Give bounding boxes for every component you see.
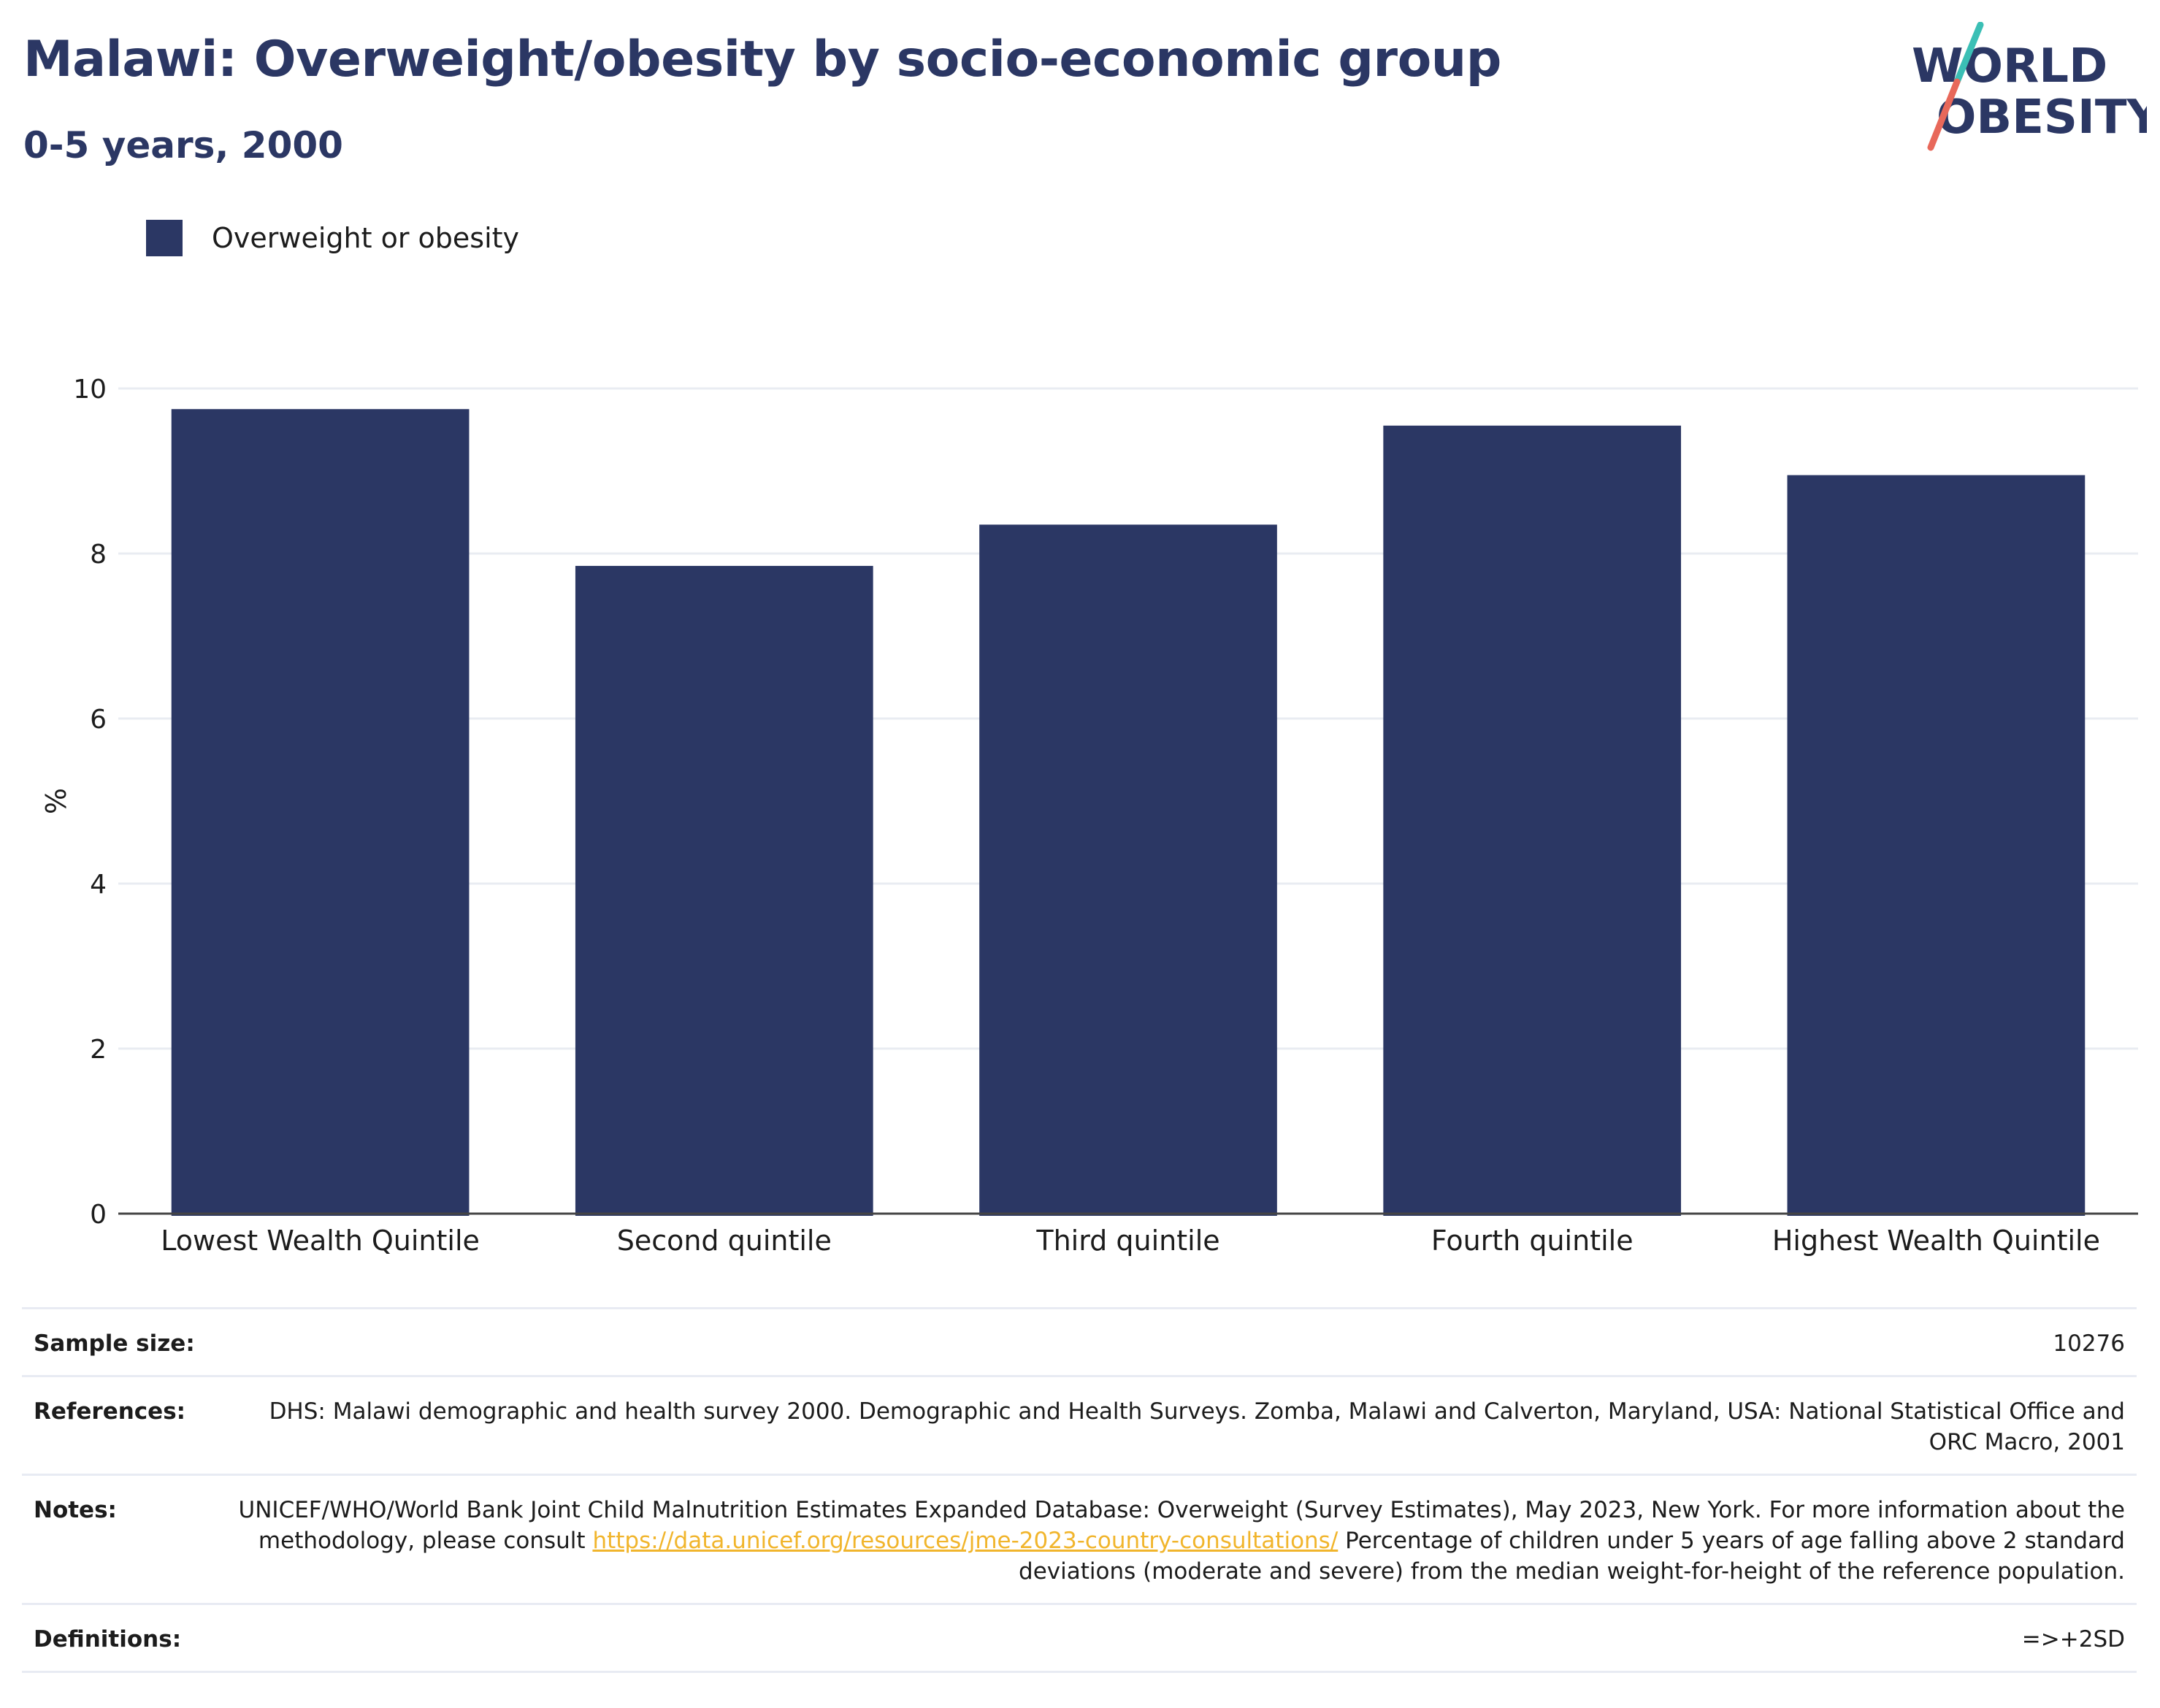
notes-value: UNICEF/WHO/World Bank Joint Child Malnut… — [161, 1495, 2125, 1587]
sample-size-label: Sample size: — [34, 1330, 195, 1357]
notes-row: Notes: UNICEF/WHO/World Bank Joint Child… — [22, 1474, 2137, 1603]
x-tick-label: Lowest Wealth Quintile — [161, 1225, 480, 1257]
legend-swatch — [146, 220, 183, 256]
footer-table: Sample size: 10276 References: DHS: Mala… — [22, 1307, 2137, 1673]
y-tick-label: 4 — [90, 870, 107, 900]
y-tick-label: 10 — [73, 375, 107, 405]
bar-chart: 0 2 4 6 8 10% Lowest Wealth Quintile Second qui… — [39, 375, 2138, 1257]
legend: Overweight or obesity — [146, 219, 519, 257]
legend-label: Overweight or obesity — [212, 222, 520, 254]
tick-labels: 0 2 4 6 8 10% Lowest Wealth Quintile Second qui… — [39, 375, 2100, 1257]
notes-label: Notes: — [34, 1497, 117, 1523]
x-tick-label: Second quintile — [617, 1225, 832, 1257]
bars — [171, 409, 2086, 1216]
bar — [979, 524, 1277, 1216]
y-axis-title: % — [39, 788, 71, 814]
x-tick-label: Third quintile — [1035, 1225, 1219, 1257]
x-tick-label: Fourth quintile — [1431, 1225, 1634, 1257]
logo-line2: OBESITY — [1937, 91, 2147, 145]
logo-slash-top — [1953, 22, 1984, 85]
references-value: DHS: Malawi demographic and health surve… — [269, 1398, 2125, 1455]
references-row: References: DHS: Malawi demographic and … — [22, 1375, 2137, 1474]
logo-slash-bottom — [1927, 78, 1961, 151]
notes-text-after: Percentage of children under 5 years of … — [1019, 1528, 2125, 1585]
y-tick-label: 2 — [90, 1035, 107, 1065]
y-tick-label: 6 — [90, 705, 107, 735]
sample-size-value: 10276 — [2053, 1330, 2125, 1357]
notes-text-before: UNICEF/WHO/World Bank Joint Child Malnut… — [238, 1497, 2125, 1554]
definitions-value: =>+2SD — [2021, 1626, 2125, 1653]
references-label: References: — [34, 1398, 186, 1425]
definitions-label: Definitions: — [34, 1626, 182, 1653]
x-tick-label: Highest Wealth Quintile — [1772, 1225, 2100, 1257]
definitions-row: Definitions: =>+2SD — [22, 1603, 2137, 1673]
bar — [1787, 475, 2086, 1216]
bar — [1383, 425, 1682, 1216]
logo-line1: WORLD — [1912, 39, 2107, 93]
y-tick-label: 0 — [90, 1200, 107, 1230]
notes-link[interactable]: https://data.unicef.org/resources/jme-20… — [592, 1528, 1338, 1554]
bar — [171, 409, 470, 1216]
world-obesity-logo: WORLD OBESITY — [1912, 22, 2147, 151]
y-tick-label: 8 — [90, 540, 107, 570]
chart-subtitle: 0-5 years, 2000 — [23, 124, 343, 166]
bar — [575, 565, 873, 1216]
sample-size-row: Sample size: 10276 — [22, 1307, 2137, 1375]
chart-title: Malawi: Overweight/obesity by socio-econ… — [23, 31, 1501, 88]
